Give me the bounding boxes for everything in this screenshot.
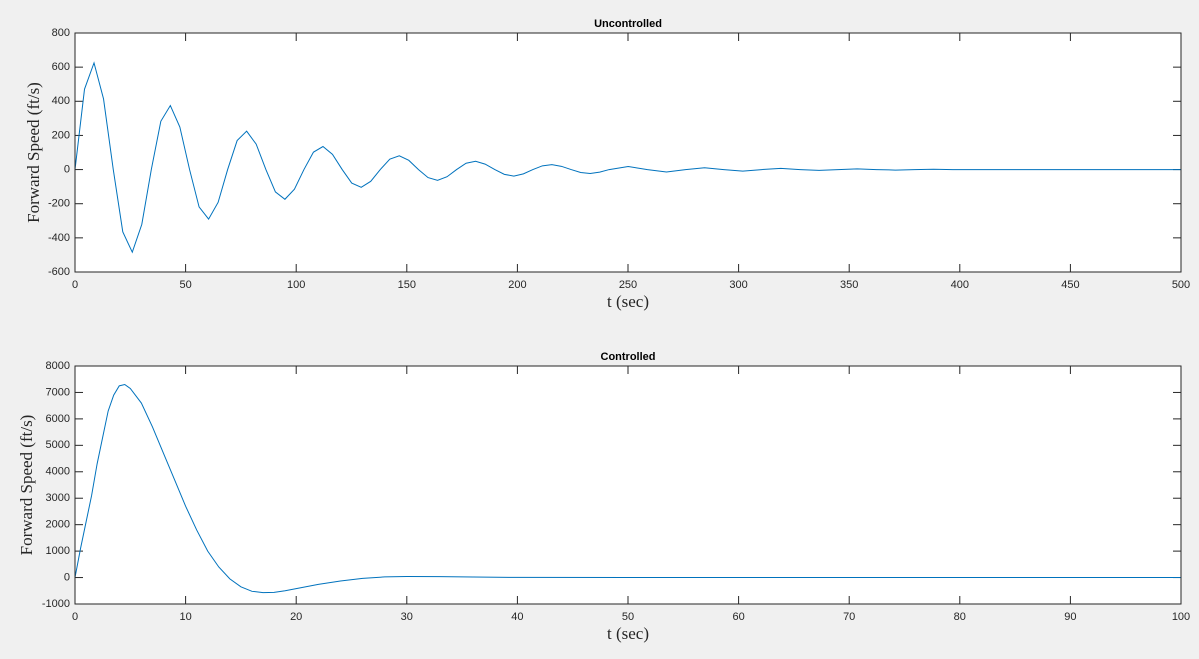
x-tick-label: 450: [1061, 279, 1079, 291]
x-tick-label: 500: [1172, 279, 1190, 291]
y-tick-label: -600: [48, 266, 70, 278]
y-tick-label: 800: [52, 27, 70, 39]
axes-box: [74, 32, 1182, 273]
axes-box: [74, 365, 1182, 605]
chart-title: Controlled: [601, 351, 656, 363]
data-line: [74, 383, 1181, 594]
x-tick-label: 250: [619, 279, 637, 291]
y-tick-label: 2000: [46, 519, 70, 531]
y-tick-label: 200: [52, 129, 70, 141]
y-tick-label: 7000: [46, 386, 70, 398]
x-tick-label: 50: [622, 611, 634, 623]
x-tick-label: 300: [729, 279, 747, 291]
y-tick-label: -200: [48, 198, 70, 210]
x-tick-label: 60: [732, 611, 744, 623]
y-tick-label: 3000: [46, 492, 70, 504]
chart-title: Uncontrolled: [594, 18, 662, 30]
x-tick-label: 50: [179, 279, 191, 291]
y-tick-label: 1000: [46, 545, 70, 557]
x-tick-label: 0: [72, 611, 78, 623]
y-tick-label: -1000: [42, 598, 70, 610]
x-tick-label: 20: [290, 611, 302, 623]
x-axis-label: t (sec): [607, 624, 649, 643]
y-tick-label: 0: [64, 571, 70, 583]
y-tick-label: -400: [48, 232, 70, 244]
plot-area: [75, 33, 1181, 272]
y-tick-label: 8000: [46, 360, 70, 372]
y-tick-label: 4000: [46, 466, 70, 478]
x-tick-label: 150: [398, 279, 416, 291]
x-tick-label: 30: [401, 611, 413, 623]
y-tick-label: 400: [52, 95, 70, 107]
x-tick-label: 0: [72, 279, 78, 291]
x-tick-label: 90: [1064, 611, 1076, 623]
y-tick-label: 0: [64, 163, 70, 175]
x-tick-label: 100: [1172, 611, 1190, 623]
x-tick-label: 40: [511, 611, 523, 623]
data-line: [74, 61, 1181, 254]
x-tick-label: 400: [951, 279, 969, 291]
y-axis-label: Forward Speed (ft/s): [17, 415, 36, 556]
x-axis-label: t (sec): [607, 292, 649, 311]
x-tick-label: 100: [287, 279, 305, 291]
x-tick-label: 70: [843, 611, 855, 623]
y-axis-label: Forward Speed (ft/s): [24, 82, 43, 223]
x-tick-label: 200: [508, 279, 526, 291]
x-tick-label: 10: [179, 611, 191, 623]
y-tick-label: 5000: [46, 439, 70, 451]
plot-area: [75, 366, 1181, 604]
y-tick-label: 600: [52, 61, 70, 73]
x-tick-label: 350: [840, 279, 858, 291]
x-tick-label: 80: [954, 611, 966, 623]
y-tick-label: 6000: [46, 413, 70, 425]
